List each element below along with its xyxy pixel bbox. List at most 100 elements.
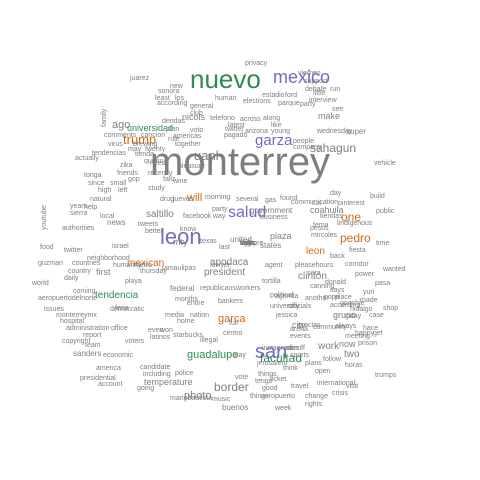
word-160: going: [137, 385, 155, 392]
word-69: high: [98, 187, 112, 194]
word-242: see: [332, 106, 344, 113]
word-75: several: [236, 196, 259, 203]
word-104: mircoles: [311, 232, 338, 239]
word-40: make: [318, 111, 341, 121]
word-90: business: [260, 214, 288, 221]
word-46: young: [271, 128, 291, 135]
word-270: real: [240, 240, 252, 247]
word-115: wanted: [383, 266, 406, 273]
word-190: yuri: [363, 289, 375, 296]
word-232: police: [175, 370, 194, 377]
word-248: twenty: [145, 146, 166, 153]
word-197: team: [85, 342, 101, 349]
word-198: latinos: [150, 334, 171, 341]
word-233: back: [330, 253, 345, 260]
word-140: copyright: [62, 338, 91, 345]
word-21: little: [313, 90, 326, 97]
word-93: sierra: [70, 210, 88, 217]
word-135: starbucks: [173, 332, 203, 339]
word-265: ways: [240, 240, 256, 247]
word-226: need: [150, 160, 166, 167]
word-162: photo: [184, 390, 212, 402]
word-9: pedro: [340, 231, 371, 245]
word-266: sempre: [240, 240, 264, 247]
word-151: sanders: [73, 349, 102, 358]
word-59: uanl: [194, 148, 219, 163]
word-101: states: [260, 241, 282, 250]
word-218: youtube: [41, 205, 48, 230]
word-164: change: [305, 393, 328, 400]
word-188: time: [376, 240, 390, 247]
word-35: nicols: [182, 112, 206, 122]
word-38: along: [263, 115, 281, 122]
word-89: government: [250, 206, 293, 215]
word-252: fallz: [163, 176, 176, 183]
word-257: crisis: [332, 390, 348, 397]
word-201: illegal: [200, 337, 218, 344]
word-100: united: [230, 235, 252, 244]
word-43: twitter: [225, 126, 244, 133]
word-212: full: [229, 320, 238, 327]
word-24: los: [175, 95, 184, 102]
word-44: arizona: [245, 128, 268, 135]
word-23: least: [155, 95, 170, 102]
word-126: canning: [310, 283, 335, 290]
word-202: coming: [73, 288, 96, 295]
word-169: trumps: [375, 372, 397, 379]
word-63: friends: [117, 170, 139, 177]
word-147: work: [318, 341, 340, 352]
word-221: monterreymx: [56, 312, 97, 319]
word-37: across: [240, 116, 261, 123]
word-45: like: [271, 122, 282, 129]
word-22: sonora: [158, 88, 180, 95]
word-65: tonga: [84, 172, 102, 179]
word-199: israel: [112, 243, 129, 250]
word-155: temperature: [144, 377, 193, 387]
word-177: open: [315, 368, 331, 375]
word-217: playa: [125, 278, 142, 285]
word-105: authorities: [62, 225, 95, 232]
word-271: lost: [240, 240, 251, 247]
word-57: together: [175, 141, 201, 148]
word-117: countries: [72, 260, 101, 267]
word-83: years: [70, 203, 88, 210]
word-81: coahuila: [310, 205, 344, 215]
word-62: actually: [75, 155, 99, 162]
word-158: presidential: [80, 375, 116, 382]
word-80: pinterest: [338, 200, 365, 207]
word-239: case: [369, 312, 384, 319]
word-224: family: [101, 108, 108, 127]
word-27: interview: [309, 97, 337, 104]
word-42: plan: [166, 126, 180, 133]
word-19: new: [170, 83, 183, 90]
word-267: days: [240, 240, 255, 247]
word-111: apodaca: [210, 257, 249, 268]
word-68: left: [118, 187, 128, 194]
word-94: local: [100, 213, 115, 220]
word-51: voto: [190, 127, 204, 134]
word-167: buenos: [222, 403, 249, 412]
word-47: super: [346, 127, 367, 136]
word-183: grupo: [333, 310, 357, 320]
word-49: comments: [104, 132, 137, 139]
word-56: brewing: [133, 141, 158, 148]
word-243: run: [330, 86, 341, 93]
word-55: virus: [108, 141, 123, 148]
word-120: tortilla: [262, 278, 281, 285]
word-52: pagado: [224, 132, 248, 139]
word-200: hospital: [60, 318, 85, 325]
word-231: sheriff: [286, 345, 305, 352]
word-141: report: [83, 332, 102, 339]
word-5: garza: [255, 132, 293, 149]
word-96: tweets: [138, 221, 159, 228]
word-215: tamaulipas: [162, 265, 196, 272]
word-39: latest: [228, 122, 245, 129]
word-264: sports: [290, 352, 310, 359]
word-58: tendencias: [92, 150, 126, 157]
word-205: entire: [187, 300, 205, 307]
word-213: lawyer: [210, 262, 231, 269]
word-134: office: [111, 325, 128, 332]
word-64: recently: [148, 170, 173, 177]
word-143: even: [148, 327, 164, 334]
word-41: dendas: [162, 118, 185, 125]
